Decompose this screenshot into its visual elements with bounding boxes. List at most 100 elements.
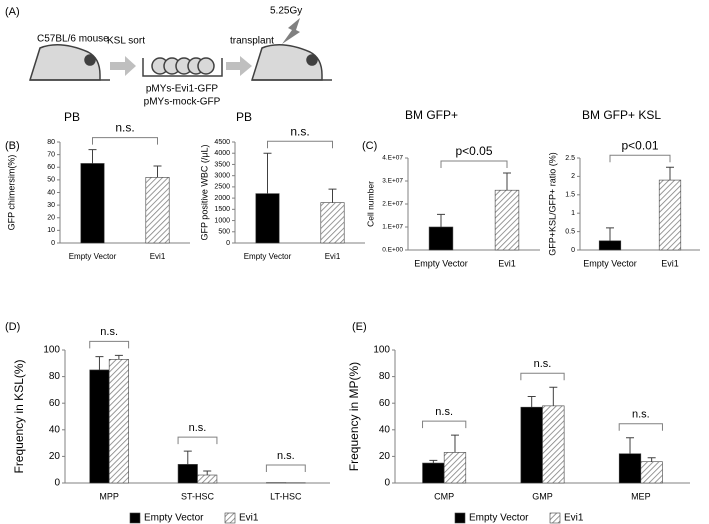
bar — [89, 369, 110, 484]
x-tick-label: Empty Vector — [69, 252, 117, 261]
significance-label: n.s. — [115, 121, 134, 135]
y-axis-label: GFP chimersim(%) — [6, 155, 16, 231]
y-tick-label: 50 — [47, 177, 55, 184]
y-tick-label: 20 — [379, 451, 391, 462]
y-axis-label: Cell number — [365, 181, 375, 227]
chart-title: PB — [236, 110, 252, 124]
x-tick-label: Evi1 — [150, 252, 166, 261]
significance-label: p<0.05 — [455, 144, 492, 158]
diagram-label: pMYs-Evi1-GFP — [146, 84, 219, 95]
x-tick-label: Empty Vector — [244, 252, 292, 261]
error-bar — [450, 434, 459, 453]
error-bar — [95, 356, 104, 370]
error-bar — [647, 457, 656, 462]
y-tick-label: 2.5 — [565, 155, 575, 162]
y-tick-label: 1.5 — [565, 192, 575, 199]
y-tick-label: 3000 — [214, 173, 230, 180]
panel-label: (E) — [352, 321, 367, 333]
bar — [618, 453, 642, 484]
y-tick-label: 0.E+00 — [382, 247, 403, 254]
error-bar — [429, 459, 438, 464]
error-bar — [328, 188, 337, 203]
x-tick-label: CMP — [434, 491, 454, 501]
bar — [520, 406, 543, 484]
bar — [494, 189, 520, 251]
significance-bracket — [609, 154, 671, 163]
y-axis-label: GFP+KSL/GFP+ ratio (%) — [547, 152, 557, 256]
y-tick-label: 2500 — [214, 184, 230, 191]
x-tick-label: Evi1 — [498, 258, 516, 268]
error-bar — [437, 213, 445, 227]
y-tick-label: 4000 — [214, 150, 230, 157]
legend-label: Evi1 — [564, 513, 584, 524]
y-tick-label: 1000 — [214, 217, 230, 224]
y-axis-label: GFP positive WBC (/μL) — [199, 144, 209, 240]
y-tick-label: 0 — [571, 247, 575, 254]
bar — [108, 359, 129, 484]
diagram-label: C57BL/6 mouse — [37, 34, 109, 45]
error-bar — [183, 450, 192, 465]
y-tick-label: 500 — [218, 229, 230, 236]
y-tick-label: 20 — [49, 451, 61, 462]
chart-title: BM GFP+ — [405, 108, 458, 122]
y-tick-label: 80 — [379, 371, 391, 382]
panel-label: (B) — [5, 140, 20, 152]
diagram-label: transplant — [230, 36, 274, 47]
x-tick-label: MEP — [631, 491, 651, 501]
y-tick-label: 2000 — [214, 195, 230, 202]
significance-bracket — [89, 340, 130, 349]
bar — [428, 226, 454, 251]
y-tick-label: 0.5 — [565, 228, 575, 235]
chart-title: PB — [64, 110, 80, 124]
legend-label: Empty Vector — [469, 513, 529, 524]
significance-label: n.s. — [189, 422, 207, 434]
y-tick-label: 100 — [43, 345, 60, 356]
x-tick-label: LT-HSC — [270, 491, 302, 501]
significance-bracket — [177, 436, 218, 445]
significance-bracket — [265, 464, 306, 472]
diagram-label: pMYs-mock-GFP — [144, 97, 221, 108]
y-tick-label: 10 — [47, 227, 55, 234]
error-bar — [549, 386, 558, 406]
y-tick-label: 20 — [47, 215, 55, 222]
bar — [422, 462, 445, 484]
panel-label: (A) — [5, 6, 20, 18]
y-axis-label: Frequency in MP(%) — [347, 362, 361, 471]
y-tick-label: 80 — [47, 139, 55, 146]
chart-title: BM GFP+ KSL — [582, 108, 661, 122]
bar — [80, 163, 105, 244]
y-tick-label: 40 — [47, 189, 55, 196]
significance-label: n.s. — [632, 409, 650, 421]
panel-label: (D) — [5, 321, 20, 333]
x-tick-label: ST-HSC — [181, 491, 215, 501]
x-tick-label: Empty Vector — [414, 258, 468, 268]
x-tick-label: Evi1 — [325, 252, 341, 261]
bar — [145, 177, 170, 244]
significance-bracket — [520, 372, 565, 381]
y-tick-label: 40 — [379, 424, 391, 435]
legend-swatch — [224, 512, 236, 524]
bar — [443, 452, 467, 484]
y-tick-label: 2.E+07 — [382, 201, 403, 208]
bar — [640, 461, 663, 484]
significance-label: n.s. — [100, 326, 118, 338]
y-tick-label: 0 — [226, 240, 230, 247]
significance-bracket — [618, 423, 663, 431]
legend-swatch — [129, 512, 141, 524]
y-tick-label: 80 — [49, 371, 61, 382]
y-tick-label: 70 — [47, 151, 55, 158]
error-bar — [88, 149, 97, 164]
y-tick-label: 30 — [47, 202, 55, 209]
legend-label: Empty Vector — [144, 513, 204, 524]
legend-swatch — [549, 512, 561, 524]
error-bar — [527, 396, 536, 408]
significance-bracket — [92, 137, 158, 145]
bar — [320, 202, 345, 244]
significance-label: n.s. — [290, 124, 309, 138]
bar — [658, 179, 682, 251]
y-tick-label: 0 — [54, 478, 60, 489]
error-bar — [503, 172, 511, 191]
significance-label: p<0.01 — [621, 138, 658, 152]
significance-bracket — [422, 420, 467, 429]
